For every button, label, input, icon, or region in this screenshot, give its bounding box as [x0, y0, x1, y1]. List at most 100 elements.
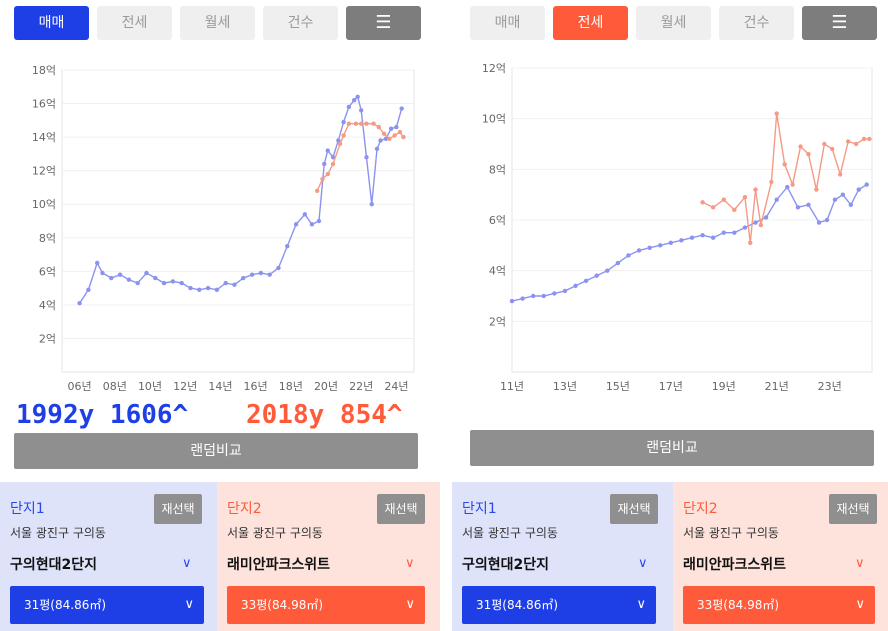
complex1-address: 서울 광진구 구의동	[10, 526, 106, 540]
x-tick-label: 23년	[818, 380, 842, 393]
chevron-down-icon[interactable]: ∨	[638, 556, 648, 571]
reselect-button[interactable]: 재선택	[377, 494, 425, 524]
data-point	[753, 220, 758, 225]
complex2-name-select[interactable]: 래미안파크스위트	[227, 557, 331, 573]
list-view-button[interactable]: ☰	[802, 6, 877, 40]
data-point	[742, 195, 748, 200]
data-point	[330, 155, 336, 160]
data-point	[838, 172, 843, 177]
data-point	[223, 280, 228, 286]
data-point	[732, 230, 737, 235]
reselect-button[interactable]: 재선택	[154, 494, 202, 524]
tab-bar: 매매 전세 월세 건수 ☰	[14, 6, 440, 40]
data-point	[316, 218, 322, 224]
y-tick-label: 18억	[32, 64, 56, 77]
data-point	[832, 197, 838, 202]
x-tick-label: 14년	[208, 380, 232, 393]
tab-count[interactable]: 건수	[719, 6, 794, 40]
data-point	[774, 111, 779, 116]
complex1-size-select[interactable]: 31평(84.86㎡) ∨	[462, 586, 656, 624]
data-point	[392, 133, 397, 138]
data-point	[293, 222, 299, 227]
data-point	[530, 293, 536, 299]
data-point	[378, 138, 383, 143]
data-point	[769, 179, 774, 185]
complex1-name-select[interactable]: 구의현대2단지	[10, 557, 98, 573]
data-point	[636, 248, 642, 253]
data-point	[763, 215, 769, 220]
data-point	[285, 243, 290, 249]
data-point	[853, 141, 859, 147]
data-point	[861, 136, 867, 142]
reselect-button[interactable]: 재선택	[829, 494, 877, 524]
size-value: 31평(84.86㎡)	[24, 598, 107, 612]
data-point	[170, 279, 176, 284]
tab-jeonse[interactable]: 전세	[553, 6, 628, 40]
data-point	[369, 202, 374, 207]
chevron-down-icon[interactable]: ∨	[182, 556, 192, 571]
data-point	[355, 94, 360, 100]
y-tick-label: 10억	[32, 198, 56, 211]
complex2-name-select[interactable]: 래미안파크스위트	[683, 557, 787, 573]
data-point	[822, 141, 827, 147]
data-point	[109, 275, 114, 281]
tab-count[interactable]: 건수	[263, 6, 338, 40]
chevron-down-icon: ∨	[405, 597, 415, 612]
data-point	[359, 121, 364, 126]
complex2-label: 단지2	[227, 501, 262, 517]
list-view-button[interactable]: ☰	[346, 6, 421, 40]
data-point	[785, 184, 790, 190]
data-point	[336, 138, 341, 143]
y-tick-label: 2억	[489, 315, 506, 328]
data-point	[573, 283, 578, 289]
data-point	[605, 268, 610, 273]
x-tick-label: 15년	[606, 380, 630, 393]
data-point	[258, 270, 264, 276]
x-tick-label: 11년	[500, 380, 524, 393]
data-point	[387, 136, 392, 141]
x-tick-label: 08년	[103, 380, 127, 393]
data-point	[383, 136, 389, 141]
data-point	[197, 287, 202, 292]
data-point	[615, 260, 621, 266]
tab-sale[interactable]: 매매	[470, 6, 545, 40]
random-compare-button[interactable]: 랜덤비교	[470, 430, 874, 466]
tab-monthly[interactable]: 월세	[180, 6, 255, 40]
complex1-size-select[interactable]: 31평(84.86㎡) ∨	[10, 586, 204, 624]
data-point	[232, 282, 237, 287]
data-point	[205, 285, 211, 291]
data-point	[325, 171, 330, 177]
data-point	[320, 176, 325, 182]
complex2-size-select[interactable]: 33평(84.98㎡) ∨	[227, 586, 425, 624]
y-tick-label: 8억	[489, 163, 506, 176]
size-value: 31평(84.86㎡)	[476, 598, 559, 612]
x-tick-label: 19년	[712, 380, 736, 393]
data-point	[276, 265, 281, 271]
x-tick-label: 12년	[173, 380, 197, 393]
data-point	[520, 296, 525, 301]
data-point	[679, 238, 684, 243]
tab-bar: 매매 전세 월세 건수 ☰	[462, 6, 888, 40]
chevron-down-icon: ∨	[184, 597, 194, 612]
complex2-label: 단지2	[683, 501, 718, 517]
complex1-label: 단지1	[10, 501, 45, 517]
y-tick-label: 8억	[39, 232, 56, 245]
data-point	[371, 121, 376, 126]
data-point	[742, 225, 748, 230]
data-point	[399, 106, 404, 111]
x-tick-label: 16년	[244, 380, 268, 393]
x-tick-label: 17년	[659, 380, 683, 393]
chevron-down-icon[interactable]: ∨	[405, 556, 415, 571]
data-point	[732, 207, 737, 213]
random-compare-button[interactable]: 랜덤비교	[14, 433, 418, 469]
tab-jeonse[interactable]: 전세	[97, 6, 172, 40]
y-tick-label: 12억	[482, 62, 506, 75]
complex1-name-select[interactable]: 구의현대2단지	[462, 557, 550, 573]
complex2-size-select[interactable]: 33평(84.98㎡) ∨	[683, 586, 875, 624]
tab-monthly[interactable]: 월세	[636, 6, 711, 40]
data-point	[346, 104, 352, 110]
data-point	[562, 288, 568, 294]
reselect-button[interactable]: 재선택	[610, 494, 658, 524]
tab-sale[interactable]: 매매	[14, 6, 89, 40]
chevron-down-icon[interactable]: ∨	[855, 556, 865, 571]
